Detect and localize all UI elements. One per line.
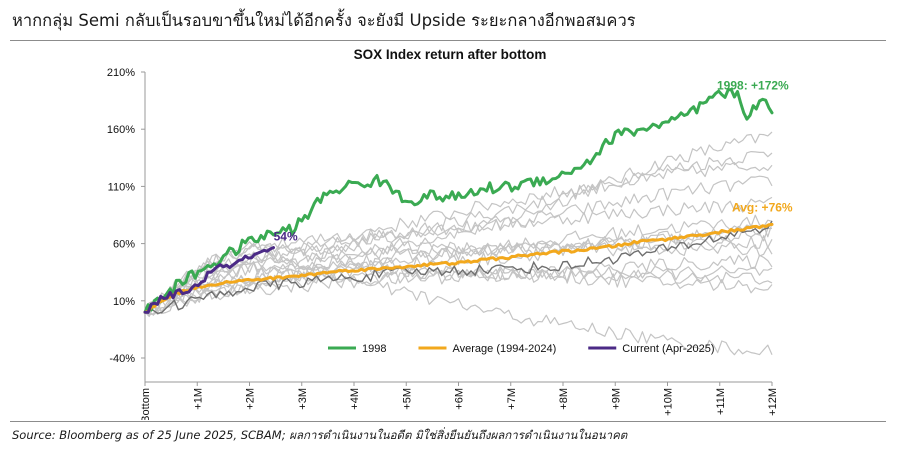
y-tick-label: 160% <box>107 124 135 136</box>
y-tick-label: 110% <box>108 181 136 193</box>
x-tick-label: +5M <box>401 388 413 410</box>
source-note: Source: Bloomberg as of 25 June 2025, SC… <box>12 428 628 442</box>
x-tick-label: +10M <box>663 388 675 416</box>
chart-legend: 1998 Average (1994-2024) Current (Apr-2025… <box>328 343 715 355</box>
historical-path-line <box>144 252 773 313</box>
series-average-line <box>143 222 774 314</box>
x-tick-label: +11M <box>715 388 727 415</box>
y-tick-label: 10% <box>113 296 135 308</box>
historical-path-line <box>144 254 773 315</box>
sox-return-chart: SOX Index return after bottom 210% 160% 11… <box>107 47 793 420</box>
x-tick-label: +3M <box>297 388 309 410</box>
historical-path-line <box>144 196 773 313</box>
series-1998-line <box>143 88 774 314</box>
x-tick-label: +9M <box>610 388 622 410</box>
historical-path-line <box>144 162 773 316</box>
top-divider <box>10 40 886 41</box>
series-current-line <box>143 246 275 314</box>
main-series <box>143 88 774 314</box>
historical-path-line <box>144 223 773 316</box>
x-tick-label: +12M <box>767 388 779 416</box>
x-tick-label: +7M <box>506 388 518 410</box>
x-tick-label: +4M <box>349 388 361 410</box>
x-tick-label: +1M <box>192 388 204 410</box>
x-tick-label: +8M <box>558 388 570 410</box>
legend-label: Current (Apr-2025) <box>622 343 714 355</box>
annotation-label: 54% <box>274 229 298 243</box>
historical-path-line <box>144 214 773 316</box>
y-axis: 210% 160% 110% 60% 10% -40% <box>107 67 146 384</box>
annotations: 1998: +172% Avg: +76% 54% <box>274 78 793 243</box>
historical-path-line <box>144 242 773 356</box>
y-tick-label: 210% <box>107 67 135 79</box>
x-axis: Bottom +1M +2M +3M +4M +5M +6M +7M +8M +9M +10M +11… <box>140 381 779 420</box>
x-tick-label: +6M <box>454 388 466 410</box>
x-tick-label: Bottom <box>140 388 152 420</box>
x-tick-label: +2M <box>245 388 257 410</box>
historical-path-line <box>144 262 773 314</box>
bottom-divider <box>10 421 886 422</box>
page-headline: หากกลุ่ม Semi กลับเป็นรอบขาขึ้นใหม่ได้อี… <box>12 11 636 30</box>
historical-paths <box>144 131 773 356</box>
annotation-label: 1998: +172% <box>717 78 789 92</box>
y-tick-label: 60% <box>113 239 135 251</box>
y-tick-label: -40% <box>109 353 135 365</box>
historical-path-line <box>144 151 773 313</box>
legend-label: 1998 <box>362 343 386 355</box>
legend-label: Average (1994-2024) <box>452 343 556 355</box>
historical-path-dark-line <box>144 220 773 315</box>
annotation-label: Avg: +76% <box>732 200 793 214</box>
chart-title: SOX Index return after bottom <box>354 47 547 62</box>
